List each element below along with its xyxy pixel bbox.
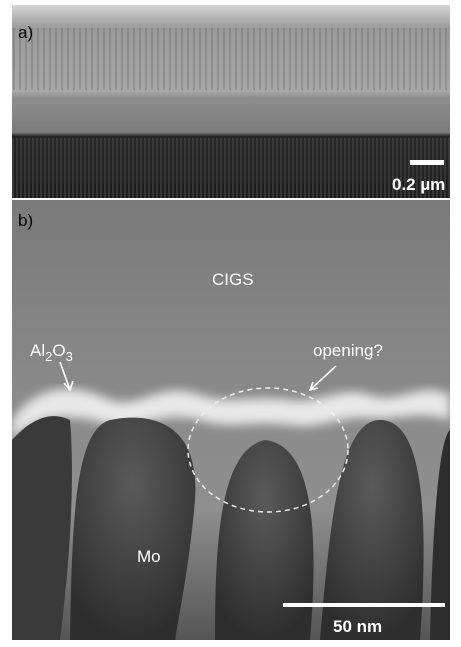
scale-bar-label: 0.2 µm [392, 175, 445, 194]
scale-bar [283, 603, 445, 607]
scale-bar-label: 50 nm [333, 617, 382, 636]
panel-a: a) 0.2 µm [12, 5, 450, 198]
scale-bar [410, 160, 444, 165]
panel-label: a) [18, 23, 33, 42]
mo-layer [12, 138, 450, 198]
mo-grain [70, 418, 195, 640]
columnar-layer [12, 28, 450, 90]
mo-grain [12, 416, 72, 640]
al2o3-part: Al [30, 341, 45, 360]
cigs-label: CIGS [212, 270, 254, 289]
panel-label: b) [18, 211, 33, 230]
opening-label: opening? [313, 341, 383, 360]
mo-label: Mo [137, 547, 161, 566]
figure: a) 0.2 µm b) CIGS Al2O3 opening? Mo 50 n… [0, 0, 461, 647]
al2o3-part: O [52, 341, 65, 360]
panel-b [12, 200, 450, 640]
al2o3-part: 2 [45, 349, 52, 364]
al2o3-part: 3 [66, 349, 73, 364]
